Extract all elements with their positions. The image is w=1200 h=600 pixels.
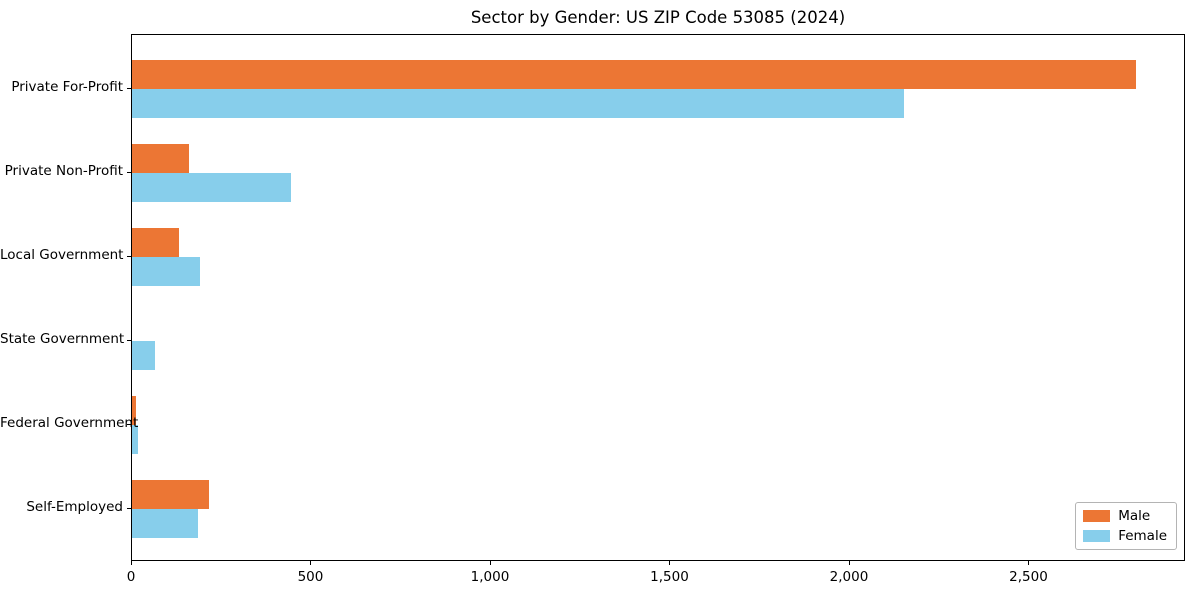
male-series-swatch	[1083, 510, 1111, 522]
bar-male-self-employed	[132, 480, 209, 509]
legend-label-male: Male	[1118, 508, 1151, 524]
legend-item-female: Female	[1083, 529, 1167, 543]
bar-female-local-government	[132, 257, 200, 286]
y-tick-label-private-non-profit: Private Non-Profit	[4, 163, 123, 179]
bar-male-private-for-profit	[132, 60, 1136, 89]
y-tick-label-local-government: Local Government	[0, 247, 124, 263]
bar-male-local-government	[132, 228, 179, 257]
bar-female-state-government	[132, 341, 155, 370]
female-series-swatch	[1083, 530, 1111, 542]
y-tick-mark	[127, 172, 131, 173]
y-tick-mark	[127, 88, 131, 89]
legend-item-male: Male	[1083, 509, 1167, 523]
x-tick-label: 2,000	[829, 569, 869, 585]
bar-female-federal-government	[132, 425, 138, 454]
x-tick-mark	[669, 561, 671, 565]
bar-male-private-non-profit	[132, 144, 189, 173]
y-tick-label-self-employed: Self-Employed	[26, 499, 123, 515]
x-tick-mark	[1028, 561, 1030, 565]
y-tick-label-federal-government: Federal Government	[0, 415, 139, 431]
x-tick-label: 1,500	[650, 569, 689, 585]
x-tick-mark	[489, 561, 491, 565]
y-tick-label-state-government: State Government	[0, 331, 125, 347]
x-tick-label: 1,000	[470, 569, 510, 585]
x-tick-label: 500	[297, 569, 324, 585]
legend: Male Female	[1075, 502, 1177, 550]
x-tick-mark	[131, 561, 132, 565]
bar-female-self-employed	[132, 509, 198, 538]
bar-female-private-non-profit	[132, 173, 291, 202]
x-tick-mark	[848, 561, 850, 565]
x-tick-label: 2,500	[1009, 569, 1048, 585]
x-tick-mark	[310, 561, 312, 565]
y-tick-mark	[127, 256, 131, 257]
bar-male-federal-government	[132, 396, 136, 425]
y-tick-label-private-for-profit: Private For-Profit	[11, 79, 123, 95]
y-tick-mark	[127, 424, 131, 425]
plot-area: Male Female	[131, 34, 1185, 561]
legend-label-female: Female	[1118, 528, 1167, 544]
x-tick-label: 0	[126, 569, 136, 585]
chart-title: Sector by Gender: US ZIP Code 53085 (202…	[470, 8, 846, 27]
y-tick-mark	[127, 340, 131, 341]
y-tick-mark	[127, 508, 131, 509]
bar-female-private-for-profit	[132, 89, 904, 118]
